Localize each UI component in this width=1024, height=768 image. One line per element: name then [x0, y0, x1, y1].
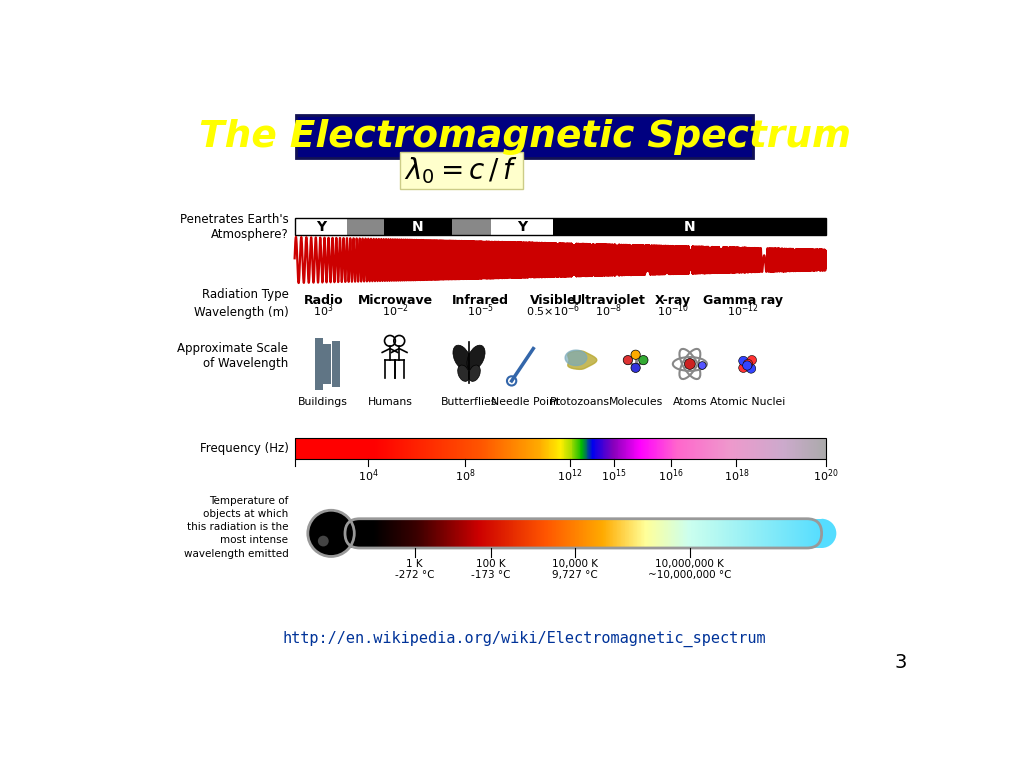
Bar	[314, 338, 323, 390]
Text: 10$^{-8}$: 10$^{-8}$	[595, 303, 622, 319]
Text: 10$^3$: 10$^3$	[313, 303, 334, 319]
Circle shape	[743, 359, 753, 369]
Text: Radiation Type: Radiation Type	[202, 288, 289, 301]
Text: Wavelength (m): Wavelength (m)	[194, 306, 289, 319]
Text: 3: 3	[895, 653, 907, 672]
Text: Atoms: Atoms	[673, 398, 708, 408]
Ellipse shape	[453, 345, 471, 370]
Text: Microwave: Microwave	[357, 293, 433, 306]
Text: 0.5×10$^{-6}$: 0.5×10$^{-6}$	[525, 303, 580, 319]
Bar	[347, 218, 384, 235]
Text: Visible: Visible	[529, 293, 575, 306]
Circle shape	[698, 362, 707, 369]
Circle shape	[639, 356, 648, 365]
Text: http://en.wikipedia.org/wiki/Electromagnetic_spectrum: http://en.wikipedia.org/wiki/Electromagn…	[283, 631, 767, 647]
Bar	[553, 218, 825, 235]
Text: $\lambda_0 = c\,/\,f$: $\lambda_0 = c\,/\,f$	[404, 155, 518, 186]
Text: 10$^{20}$: 10$^{20}$	[813, 467, 839, 484]
Text: Temperature of
objects at which
this radiation is the
most intense
wavelength em: Temperature of objects at which this rad…	[183, 496, 289, 558]
Text: Frequency (Hz): Frequency (Hz)	[200, 442, 289, 455]
Text: Ultraviolet: Ultraviolet	[571, 293, 645, 306]
Text: 10$^{-2}$: 10$^{-2}$	[382, 303, 409, 319]
Text: The Electromagnetic Spectrum: The Electromagnetic Spectrum	[199, 119, 851, 155]
Bar	[384, 218, 452, 235]
Text: 10$^{16}$: 10$^{16}$	[657, 467, 683, 484]
Circle shape	[308, 510, 354, 557]
Bar	[295, 218, 825, 235]
Text: 10$^{-10}$: 10$^{-10}$	[656, 303, 689, 319]
Ellipse shape	[467, 345, 485, 370]
Polygon shape	[567, 351, 597, 369]
Circle shape	[631, 363, 640, 372]
Text: Humans: Humans	[368, 398, 413, 408]
Text: Atomic Nuclei: Atomic Nuclei	[711, 398, 785, 408]
Circle shape	[631, 350, 640, 359]
Bar	[295, 438, 825, 459]
Circle shape	[738, 363, 748, 372]
Ellipse shape	[469, 365, 480, 382]
Wedge shape	[821, 518, 837, 548]
Text: 10$^{-5}$: 10$^{-5}$	[467, 303, 495, 319]
Text: Penetrates Earth's
Atmosphere?: Penetrates Earth's Atmosphere?	[179, 213, 289, 241]
Text: Y: Y	[316, 220, 326, 234]
Bar	[295, 218, 347, 235]
Circle shape	[317, 536, 329, 547]
Text: Infrared: Infrared	[453, 293, 509, 306]
Bar	[452, 218, 490, 235]
Circle shape	[746, 364, 756, 373]
Text: Protozoans: Protozoans	[550, 398, 610, 408]
Text: N: N	[412, 220, 424, 234]
FancyBboxPatch shape	[399, 152, 523, 189]
Ellipse shape	[458, 365, 469, 382]
Text: Gamma ray: Gamma ray	[702, 293, 782, 306]
Circle shape	[748, 356, 757, 365]
Text: 10,000 K
9,727 °C: 10,000 K 9,727 °C	[552, 559, 598, 581]
Text: Molecules: Molecules	[608, 398, 663, 408]
Text: Y: Y	[517, 220, 526, 234]
Text: 10$^{12}$: 10$^{12}$	[557, 467, 583, 484]
Bar	[332, 341, 340, 387]
Text: Approximate Scale
of Wavelength: Approximate Scale of Wavelength	[177, 343, 289, 370]
Text: Needle Point: Needle Point	[492, 398, 560, 408]
Text: X-ray: X-ray	[654, 293, 691, 306]
FancyBboxPatch shape	[296, 115, 754, 158]
Polygon shape	[565, 350, 587, 366]
Circle shape	[624, 356, 633, 365]
Bar	[490, 218, 553, 235]
Text: 10$^8$: 10$^8$	[455, 467, 475, 484]
Bar	[324, 344, 331, 384]
Text: N: N	[683, 220, 695, 234]
Text: 10$^{-12}$: 10$^{-12}$	[727, 303, 759, 319]
Text: 10$^4$: 10$^4$	[357, 467, 379, 484]
Text: Radio: Radio	[303, 293, 343, 306]
Text: 1 K
-272 °C: 1 K -272 °C	[395, 559, 434, 581]
Circle shape	[684, 359, 695, 369]
Text: 10$^{18}$: 10$^{18}$	[724, 467, 750, 484]
Text: 100 K
-173 °C: 100 K -173 °C	[471, 559, 510, 581]
Text: 10$^{15}$: 10$^{15}$	[601, 467, 627, 484]
Text: 10,000,000 K
~10,000,000 °C: 10,000,000 K ~10,000,000 °C	[648, 559, 731, 581]
Circle shape	[742, 361, 752, 370]
Circle shape	[738, 356, 748, 366]
Text: Butterflies: Butterflies	[440, 398, 498, 408]
Text: Buildings: Buildings	[298, 398, 348, 408]
